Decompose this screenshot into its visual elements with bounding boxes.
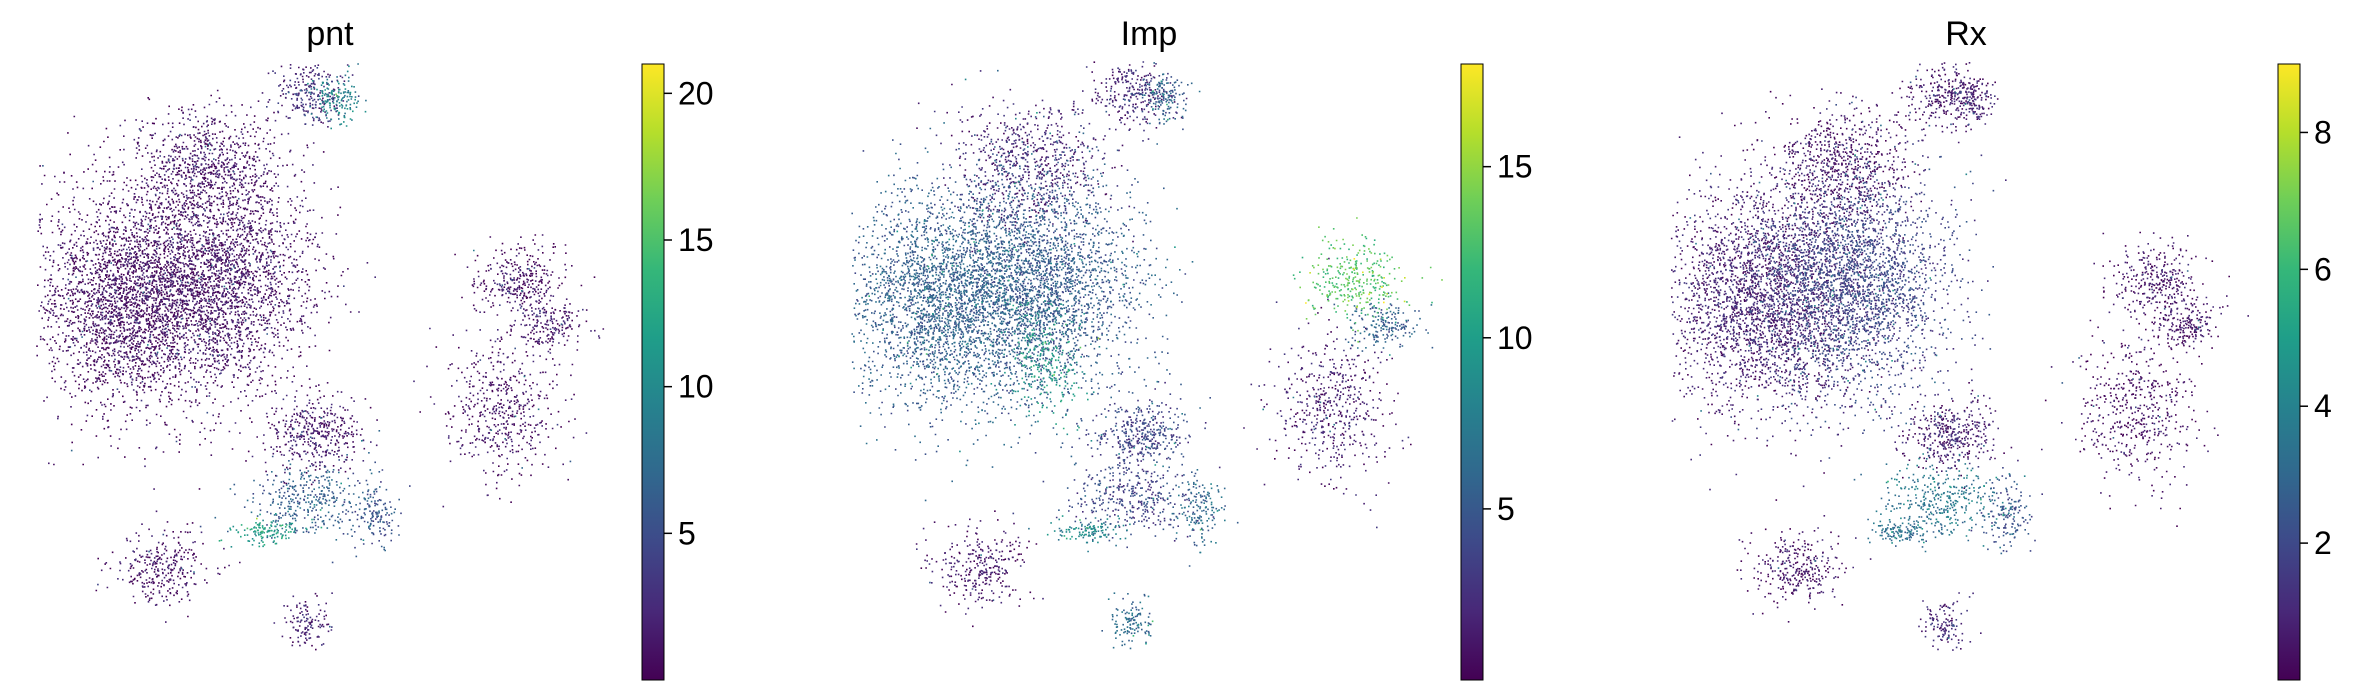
colorbar: 5 10 15 <box>1460 63 1533 681</box>
scatter-points <box>1044 239 1432 531</box>
scatter-points <box>1695 88 2200 549</box>
scatter-points <box>1838 207 1998 544</box>
scatter-points <box>42 82 572 558</box>
umap-scatter <box>36 63 605 651</box>
scatter-points <box>868 90 1433 637</box>
scatter-points <box>229 521 291 548</box>
scatter-points <box>1737 75 2197 626</box>
scatter-points <box>852 76 1427 633</box>
scatter-points <box>1671 62 2249 647</box>
colorbar-gradient <box>641 63 665 681</box>
panel-title: Rx <box>1945 15 1987 53</box>
scatter-points <box>1831 294 2004 516</box>
scatter-points <box>1671 68 2190 649</box>
colorbar-gradient <box>1460 63 1484 681</box>
colorbar: 5 10 15 20 <box>641 63 714 681</box>
colorbar-tick-label: 10 <box>678 369 714 405</box>
scatter-points <box>922 65 1383 615</box>
scatter-points <box>851 62 1429 650</box>
scatter-points <box>1701 96 2204 626</box>
scatter-points <box>851 78 1434 644</box>
scatter-points <box>881 78 1407 544</box>
scatter-points <box>1670 62 2229 650</box>
umap-scatter <box>851 61 1443 650</box>
panel-imp: Imp 5 10 15 <box>851 15 1533 681</box>
scatter-points <box>142 76 540 509</box>
colorbar-gradient <box>2277 63 2301 681</box>
scatter-points <box>1097 258 1388 340</box>
scatter-points <box>1797 154 1951 539</box>
scatter-points <box>1671 63 2222 651</box>
scatter-points <box>36 65 605 644</box>
colorbar: 2 4 6 8 <box>2277 63 2332 681</box>
scatter-points <box>335 93 337 96</box>
colorbar-tick-label: 4 <box>2314 388 2332 424</box>
colorbar-tick-label: 10 <box>1497 320 1533 356</box>
scatter-points <box>853 69 1408 549</box>
colorbar-tick-label: 5 <box>1497 491 1515 527</box>
scatter-points <box>260 535 263 538</box>
colorbar-tick-label: 6 <box>2314 251 2332 287</box>
panel-title: Imp <box>1121 15 1178 53</box>
scatter-points <box>38 64 601 647</box>
scatter-points <box>38 64 600 645</box>
scatter-points <box>898 112 1176 627</box>
scatter-points <box>1672 63 2230 627</box>
panel-rx: Rx 2 4 6 8 <box>1670 15 2332 681</box>
scatter-points <box>1053 217 1443 376</box>
scatter-points <box>256 517 258 520</box>
colorbar-tick-label: 8 <box>2314 114 2332 150</box>
panel-pnt: pnt 5 10 15 20 <box>36 15 714 681</box>
umap-scatter <box>1670 62 2249 651</box>
colorbar-tick-label: 20 <box>678 75 714 111</box>
colorbar-tick-label: 15 <box>1497 149 1533 185</box>
scatter-points <box>915 64 1399 607</box>
colorbar-tick-label: 15 <box>678 222 714 258</box>
colorbar-tick-label: 5 <box>678 515 696 551</box>
panel-title: pnt <box>306 15 354 53</box>
colorbar-tick-label: 2 <box>2314 525 2332 561</box>
